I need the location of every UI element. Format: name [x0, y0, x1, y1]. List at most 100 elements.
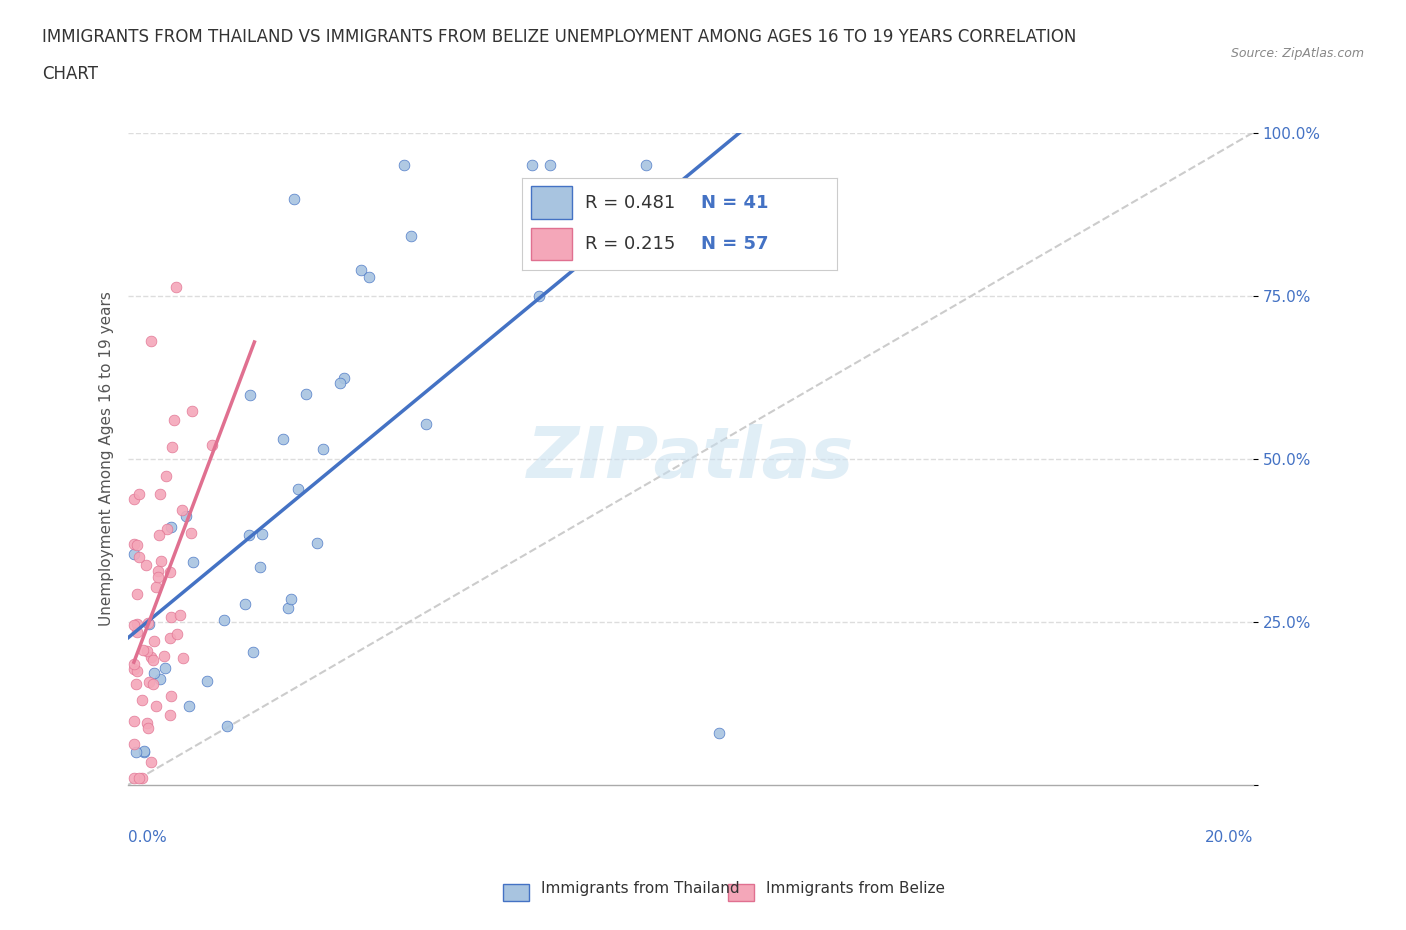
Point [160, 609, 183, 624]
Point [142, 652, 165, 667]
Point [181, 404, 204, 418]
Point [122, 546, 145, 561]
Point [136, 644, 159, 658]
Point [125, 664, 148, 679]
Point [159, 565, 181, 579]
Point [142, 676, 165, 691]
Point [176, 509, 198, 524]
Point [312, 442, 335, 457]
Point [150, 553, 173, 568]
Point [242, 644, 264, 659]
Point [138, 721, 160, 736]
Point [132, 643, 155, 658]
Point [394, 158, 416, 173]
Point [214, 613, 236, 628]
Point [520, 158, 543, 173]
Point [399, 229, 422, 244]
Point [181, 555, 204, 570]
Point [141, 650, 163, 665]
Point [180, 526, 202, 541]
Point [415, 417, 437, 432]
Point [169, 607, 191, 622]
Point [538, 158, 561, 173]
Point [125, 677, 148, 692]
Text: Source: ZipAtlas.com: Source: ZipAtlas.com [1230, 46, 1364, 60]
Point [136, 616, 159, 631]
Point [287, 482, 309, 497]
Text: Immigrants from Belize: Immigrants from Belize [766, 881, 945, 896]
Point [527, 288, 550, 303]
Point [172, 650, 194, 665]
Y-axis label: Unemployment Among Ages 16 to 19 years: Unemployment Among Ages 16 to 19 years [100, 291, 114, 626]
Point [249, 559, 271, 574]
Point [201, 438, 224, 453]
Point [238, 527, 260, 542]
Point [250, 526, 273, 541]
Point [131, 693, 153, 708]
Point [333, 371, 356, 386]
Point [271, 432, 294, 446]
Point [145, 580, 167, 595]
Point [280, 591, 302, 606]
Point [135, 716, 157, 731]
Point [122, 537, 145, 551]
Text: 0.0%: 0.0% [128, 830, 167, 845]
Text: IMMIGRANTS FROM THAILAND VS IMMIGRANTS FROM BELIZE UNEMPLOYMENT AMONG AGES 16 TO: IMMIGRANTS FROM THAILAND VS IMMIGRANTS F… [42, 28, 1077, 46]
Point [307, 536, 329, 551]
Point [329, 375, 352, 390]
Point [215, 718, 238, 733]
Point [122, 714, 145, 729]
Point [170, 502, 193, 517]
Point [125, 625, 148, 640]
Point [122, 657, 145, 671]
Point [122, 661, 145, 676]
Point [128, 487, 150, 502]
Point [122, 618, 145, 632]
Point [135, 558, 157, 573]
Point [159, 689, 181, 704]
Point [163, 413, 186, 428]
Point [177, 699, 200, 714]
Point [139, 334, 162, 349]
Point [156, 521, 179, 536]
Text: CHART: CHART [42, 65, 98, 83]
Point [283, 192, 305, 206]
Point [134, 744, 156, 759]
Point [277, 601, 299, 616]
Point [350, 263, 373, 278]
Point [166, 626, 188, 641]
Point [153, 649, 176, 664]
Point [122, 492, 145, 507]
Point [141, 755, 163, 770]
Point [359, 270, 381, 285]
Point [127, 616, 149, 631]
Text: ZIPatlas: ZIPatlas [527, 424, 855, 493]
Point [122, 737, 145, 751]
Point [634, 158, 657, 173]
Point [707, 725, 730, 740]
Point [143, 665, 166, 680]
Point [239, 388, 262, 403]
Point [148, 564, 170, 578]
Point [148, 527, 170, 542]
Point [138, 617, 160, 631]
Point [142, 633, 165, 648]
Point [132, 745, 155, 760]
Point [125, 538, 148, 552]
Point [165, 280, 187, 295]
Point [195, 674, 218, 689]
Point [148, 671, 170, 686]
Point [294, 386, 316, 401]
Point [159, 708, 181, 723]
Point [149, 486, 172, 501]
Point [128, 550, 150, 565]
Point [128, 771, 150, 786]
Point [160, 520, 183, 535]
Point [138, 675, 160, 690]
Point [125, 745, 148, 760]
Text: 20.0%: 20.0% [1205, 830, 1253, 845]
Point [159, 631, 181, 645]
Point [155, 661, 177, 676]
Point [146, 569, 169, 584]
Point [233, 597, 256, 612]
